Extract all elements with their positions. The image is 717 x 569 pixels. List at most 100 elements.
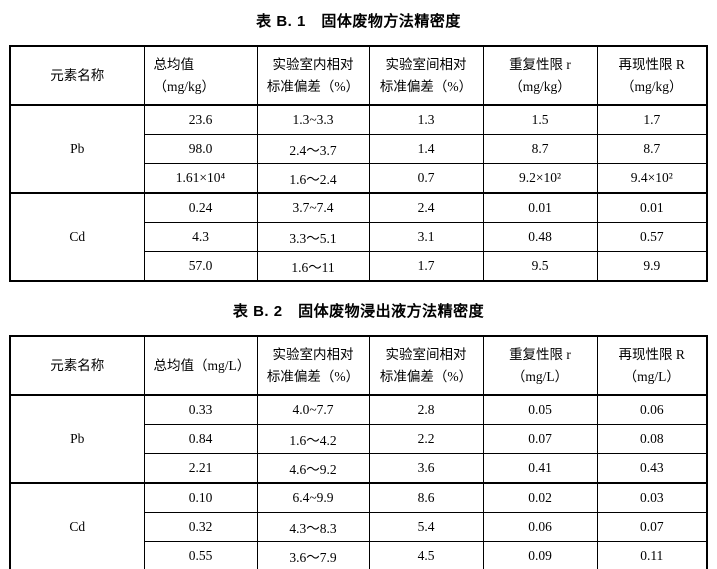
table-cell: 4.3: [143, 222, 258, 252]
table-cell: 6.4~9.9: [256, 482, 370, 513]
table-cell: 1.5: [482, 104, 598, 135]
column-header-intralab-rsd: 实验室内相对 标准偏差（%）: [256, 335, 370, 396]
table-cell: 3.3～5.1: [256, 222, 370, 252]
table-cell: 0.41: [482, 453, 598, 484]
header-line: 再现性限 R: [618, 346, 685, 362]
table-cell: 3.6: [368, 453, 484, 484]
table-cell: 0.7: [368, 163, 484, 194]
table-cell: 23.6: [143, 104, 258, 135]
table-cell: 3.6～7.9: [256, 541, 370, 569]
column-header-interlab-rsd: 实验室间相对 标准偏差（%）: [368, 335, 484, 396]
table-cell: 0.10: [143, 482, 258, 513]
header-line: 重复性限 r: [509, 56, 571, 72]
table-b1-header: 元素名称 总均值 （mg/kg） 实验室内相对 标准偏差（%） 实验室间相对 标…: [9, 45, 708, 106]
header-line: 标准偏差（%）: [379, 78, 473, 94]
table-cell: 0.01: [482, 192, 598, 223]
table-row: 0.84 1.6～4.2 2.2 0.07 0.08: [10, 424, 708, 454]
table-cell: 4.3～8.3: [256, 512, 370, 542]
table-cell: 0.57: [596, 222, 708, 252]
column-header-element: 元素名称: [9, 335, 145, 396]
table-cell: 0.33: [143, 394, 258, 425]
table-cell: 0.08: [596, 424, 708, 454]
header-line: 标准偏差（%）: [379, 368, 473, 384]
column-header-repeatability: 重复性限 r （mg/L）: [482, 335, 598, 396]
header-line: 再现性限 R: [618, 56, 685, 72]
column-header-reproducibility: 再现性限 R （mg/kg）: [596, 45, 708, 106]
table-cell: 0.07: [596, 512, 708, 542]
header-line: （mg/L）: [511, 368, 569, 384]
header-line: 元素名称: [50, 357, 105, 373]
table-cell: 2.2: [368, 424, 484, 454]
header-line: 元素名称: [50, 67, 105, 83]
table-cell: 0.07: [482, 424, 598, 454]
table-cell: 0.43: [596, 453, 708, 484]
element-name-cell: Pb: [9, 394, 145, 484]
header-line: （mg/kg）: [509, 78, 571, 94]
table-row: Pb 0.33 4.0~7.7 2.8 0.05 0.06: [9, 394, 708, 484]
element-name-cell: Cd: [9, 482, 145, 569]
table-cell: 8.7: [482, 134, 598, 164]
header-row: 元素名称 总均值（mg/L） 实验室内相对 标准偏差（%） 实验室间相对 标准偏…: [9, 335, 708, 396]
table-b1-body: Pb 23.6 1.3~3.3 1.3 1.5 1.7 98.0 2.4～3.7…: [9, 104, 708, 282]
table-cell: 0.09: [482, 541, 598, 569]
header-line: 重复性限 r: [509, 346, 571, 362]
table-b2-body: Pb 0.33 4.0~7.7 2.8 0.05 0.06 0.84 1.6～4…: [9, 394, 708, 569]
table-row: 0.32 4.3～8.3 5.4 0.06 0.07: [10, 512, 708, 542]
header-line: 实验室内相对: [272, 56, 354, 72]
table-b2-title: 表 B. 2 固体废物浸出液方法精密度: [232, 303, 485, 320]
table-row: Cd 0.10 6.4~9.9 8.6 0.02 0.03: [9, 482, 708, 569]
element-name-cell: Pb: [9, 104, 145, 194]
table-cell: 1.7: [368, 251, 484, 282]
column-header-interlab-rsd: 实验室间相对 标准偏差（%）: [368, 45, 484, 106]
table-cell: 1.3: [368, 104, 484, 135]
table-cell: 1.3~3.3: [256, 104, 370, 135]
table-b2-header: 元素名称 总均值（mg/L） 实验室内相对 标准偏差（%） 实验室间相对 标准偏…: [9, 335, 708, 396]
table-row: 2.21 4.6～9.2 3.6 0.41 0.43: [10, 453, 708, 484]
header-row: 元素名称 总均值 （mg/kg） 实验室内相对 标准偏差（%） 实验室间相对 标…: [9, 45, 708, 106]
table-cell: 1.7: [596, 104, 708, 135]
header-line: 标准偏差（%）: [266, 368, 360, 384]
header-line: 标准偏差（%）: [266, 78, 360, 94]
table-cell: 3.1: [368, 222, 484, 252]
table-row: 0.55 3.6～7.9 4.5 0.09 0.11: [10, 541, 708, 569]
column-header-repeatability: 重复性限 r （mg/kg）: [482, 45, 598, 106]
table-cell: 2.8: [368, 394, 484, 425]
column-header-element: 元素名称: [9, 45, 145, 106]
header-line: 实验室间相对: [385, 56, 467, 72]
table-row: Cd 0.24 3.7~7.4 2.4 0.01 0.01: [9, 192, 708, 282]
table-cell: 1.61×10⁴: [143, 163, 258, 194]
table-row: 1.61×10⁴ 1.6～2.4 0.7 9.2×10² 9.4×10²: [10, 163, 708, 194]
header-line: 实验室内相对: [272, 346, 354, 362]
table-cell: 0.24: [143, 192, 258, 223]
table-cell: 0.32: [143, 512, 258, 542]
table-b1: 元素名称 总均值 （mg/kg） 实验室内相对 标准偏差（%） 实验室间相对 标…: [9, 45, 708, 282]
table-row: 98.0 2.4～3.7 1.4 8.7 8.7: [10, 134, 708, 164]
header-line: （mg/kg）: [153, 78, 216, 94]
table-cell: 1.6～2.4: [256, 163, 370, 194]
header-line: 总均值: [153, 56, 195, 72]
table-cell: 3.7~7.4: [256, 192, 370, 223]
table-cell: 98.0: [143, 134, 258, 164]
table-cell: 0.55: [143, 541, 258, 569]
table-cell: 0.11: [596, 541, 708, 569]
header-line: （mg/L）: [623, 368, 680, 384]
table-cell: 9.9: [596, 251, 708, 282]
table-cell: 1.6～11: [256, 251, 370, 282]
table-cell: 8.6: [368, 482, 484, 513]
table-cell: 2.4: [368, 192, 484, 223]
table-cell: 9.2×10²: [482, 163, 598, 194]
table-cell: 9.4×10²: [596, 163, 708, 194]
column-header-mean: 总均值 （mg/kg）: [143, 45, 258, 106]
table-cell: 4.0~7.7: [256, 394, 370, 425]
header-line: 总均值（mg/L）: [153, 357, 251, 373]
table-cell: 1.4: [368, 134, 484, 164]
header-line: （mg/kg）: [620, 78, 683, 94]
table-cell: 0.84: [143, 424, 258, 454]
table-cell: 5.4: [368, 512, 484, 542]
table-cell: 0.05: [482, 394, 598, 425]
table-cell: 57.0: [143, 251, 258, 282]
header-line: 实验室间相对: [385, 346, 467, 362]
table-cell: 0.06: [482, 512, 598, 542]
table-cell: 0.01: [596, 192, 708, 223]
